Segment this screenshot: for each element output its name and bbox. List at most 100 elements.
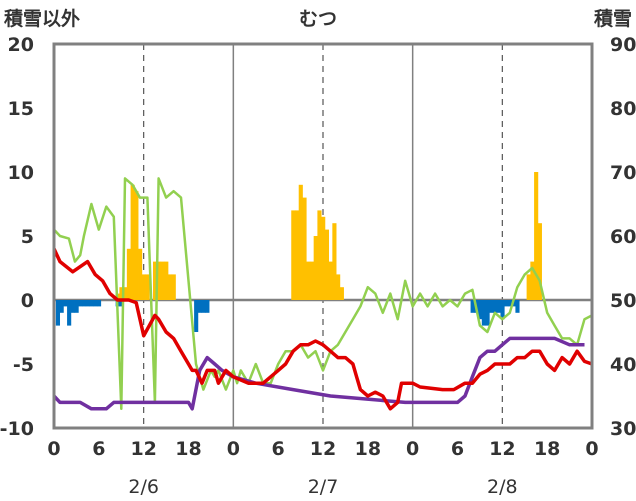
precipitation-bar — [171, 274, 176, 300]
negative-bar — [197, 300, 202, 313]
negative-bar — [507, 300, 513, 307]
day-label: 2/6 — [128, 476, 159, 498]
x-tick-label: 0 — [406, 438, 419, 460]
negative-bar — [67, 300, 72, 326]
right-axis-title: 積雪 — [594, 7, 632, 30]
snow-depth-line — [52, 336, 585, 411]
negative-bar — [478, 300, 483, 320]
precipitation-bar — [130, 184, 135, 300]
day-label: 2/8 — [487, 476, 518, 498]
negative-bar — [492, 300, 498, 313]
left-tick-label: -5 — [13, 354, 34, 376]
precipitation-bar — [123, 287, 128, 300]
x-tick-label: 6 — [451, 438, 464, 460]
precipitation-bars — [115, 172, 542, 300]
precipitation-bar — [339, 287, 344, 300]
precipitation-bar — [138, 248, 143, 300]
precipitation-bar — [534, 172, 539, 300]
precipitation-bar — [291, 210, 296, 300]
left-tick-label: 5 — [21, 226, 34, 248]
x-tick-label: 0 — [585, 438, 598, 460]
precipitation-bar — [126, 248, 131, 300]
negative-bar — [89, 300, 94, 307]
x-tick-label: 0 — [47, 438, 60, 460]
x-tick-label: 12 — [310, 438, 336, 460]
negative-bar — [470, 300, 475, 313]
left-tick-label: 20 — [8, 34, 34, 56]
precipitation-bar — [156, 261, 161, 300]
precipitation-bar — [141, 274, 146, 300]
negative-bar — [78, 300, 83, 307]
plot-frame — [52, 42, 594, 430]
day-label: 2/7 — [308, 476, 339, 498]
negative-bars — [55, 300, 520, 332]
negative-bar — [59, 300, 64, 313]
left-axis-title: 積雪以外 — [4, 7, 80, 30]
precipitation-bar — [336, 274, 341, 300]
precipitation-bar — [321, 216, 326, 300]
precipitation-bar — [317, 210, 322, 300]
negative-bar — [205, 300, 210, 313]
precipitation-bar — [298, 184, 303, 300]
precipitation-bar — [294, 210, 300, 300]
right-tick-label: 40 — [610, 354, 636, 376]
right-tick-label: 80 — [610, 98, 636, 120]
precipitation-bar — [324, 229, 330, 300]
left-tick-label: 15 — [8, 98, 34, 120]
x-tick-label: 18 — [355, 438, 381, 460]
right-tick-label: 30 — [610, 418, 636, 440]
precipitation-bar — [153, 261, 158, 300]
x-tick-label: 0 — [227, 438, 240, 460]
axis-labels: 積雪以外 むつ 積雪 — [4, 7, 632, 30]
negative-bar — [485, 300, 490, 326]
negative-bar — [515, 300, 520, 313]
precipitation-bar — [526, 274, 531, 300]
left-tick-label: 10 — [8, 162, 34, 184]
precipitation-bar — [134, 191, 139, 300]
precipitation-bar — [309, 261, 315, 300]
negative-bar — [55, 300, 61, 326]
right-tick-label: 60 — [610, 226, 636, 248]
precipitation-bar — [302, 197, 307, 300]
x-tick-label: 6 — [92, 438, 105, 460]
negative-bar — [496, 300, 501, 313]
left-tick-label: -10 — [0, 418, 34, 440]
right-tick-label: 50 — [610, 290, 636, 312]
negative-bar — [504, 300, 509, 307]
negative-bar — [63, 300, 68, 307]
precipitation-bar — [160, 261, 165, 300]
negative-bar — [201, 300, 206, 313]
precipitation-bar — [328, 261, 333, 300]
negative-bar — [194, 300, 199, 332]
x-tick-label: 12 — [130, 438, 156, 460]
right-tick-label: 70 — [610, 162, 636, 184]
temperature-line — [52, 248, 593, 411]
chart-title: むつ — [299, 8, 337, 30]
negative-bar — [500, 300, 505, 320]
negative-bar — [70, 300, 75, 313]
negative-bar — [93, 300, 98, 307]
negative-bar — [489, 300, 494, 313]
precipitation-bar — [119, 287, 124, 300]
x-tick-label: 18 — [175, 438, 201, 460]
precipitation-bar — [537, 223, 542, 300]
precipitation-bar — [332, 223, 337, 300]
precipitation-bar — [306, 261, 311, 300]
x-tick-label: 18 — [534, 438, 560, 460]
precipitation-bar — [164, 261, 169, 300]
green-line-line — [53, 177, 593, 411]
precipitation-bar — [530, 261, 535, 300]
precipitation-bar — [145, 274, 150, 300]
negative-bar — [85, 300, 90, 307]
negative-bar — [82, 300, 87, 307]
x-tick-label: 12 — [489, 438, 515, 460]
negative-bar — [96, 300, 102, 307]
negative-bar — [481, 300, 486, 326]
precipitation-bar — [313, 236, 318, 300]
negative-bar — [119, 300, 124, 307]
series-lines — [52, 177, 593, 411]
x-tick-label: 6 — [272, 438, 285, 460]
left-tick-label: 0 — [21, 290, 34, 312]
